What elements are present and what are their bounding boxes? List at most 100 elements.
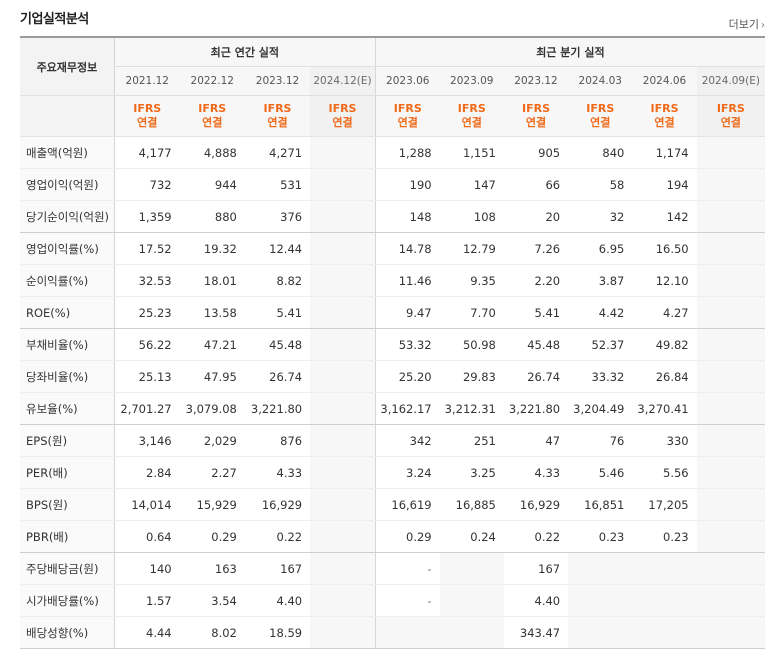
table-cell: 1,174 bbox=[632, 136, 697, 169]
table-cell: 26.74 bbox=[244, 360, 311, 393]
table-row: EPS(원) 3,146 2,029 876 342 251 47 76 330 bbox=[20, 424, 765, 457]
period-header: 2023.06 bbox=[374, 66, 440, 96]
row-label: 주당배당금(원) bbox=[20, 552, 115, 585]
table-cell bbox=[310, 456, 376, 489]
table-cell: 330 bbox=[632, 424, 697, 457]
table-cell: 45.48 bbox=[503, 328, 569, 361]
table-cell: 25.23 bbox=[114, 296, 180, 329]
table-cell bbox=[696, 264, 765, 297]
table-cell: 140 bbox=[114, 552, 180, 585]
table-cell: 1,359 bbox=[114, 200, 180, 233]
basis-consolidation: 연결 bbox=[654, 116, 675, 129]
row-label: BPS(원) bbox=[20, 488, 115, 521]
table-cell: 3.25 bbox=[439, 456, 504, 489]
annual-group-header: 최근 연간 실적 bbox=[114, 37, 376, 67]
period-header: 2023.12 bbox=[244, 66, 311, 96]
basis-consolidation: 연결 bbox=[461, 116, 482, 129]
table-cell bbox=[696, 232, 765, 265]
table-row: 당기순이익(억원) 1,359 880 376 148 108 20 32 142 bbox=[20, 200, 765, 233]
table-cell: 16.50 bbox=[632, 232, 697, 265]
table-cell: 4,888 bbox=[179, 136, 245, 169]
basis-standard: IFRS bbox=[328, 102, 357, 115]
table-cell: 3,212.31 bbox=[439, 392, 504, 425]
table-row: PBR(배) 0.64 0.29 0.22 0.29 0.24 0.22 0.23 0.23 bbox=[20, 520, 765, 553]
table-cell: 148 bbox=[374, 200, 440, 233]
table-cell: 26.84 bbox=[632, 360, 697, 393]
table-cell: 16,619 bbox=[374, 488, 440, 521]
table-cell bbox=[632, 616, 697, 649]
table-cell: 0.22 bbox=[244, 520, 311, 553]
table-cell: 18.59 bbox=[244, 616, 311, 649]
basis-standard: IFRS bbox=[586, 102, 615, 115]
basis-consolidation: 연결 bbox=[525, 116, 547, 129]
table-cell: 14,014 bbox=[114, 488, 180, 521]
table-cell: 4.42 bbox=[568, 296, 633, 329]
basis-label: IFRS 연결 bbox=[568, 95, 633, 137]
table-cell bbox=[568, 616, 633, 649]
table-cell: 76 bbox=[568, 424, 633, 457]
basis-standard: IFRS bbox=[133, 102, 162, 115]
table-cell: 732 bbox=[114, 168, 180, 201]
row-label: PER(배) bbox=[20, 456, 115, 489]
table-cell: 50.98 bbox=[439, 328, 504, 361]
table-cell: 3,204.49 bbox=[568, 392, 633, 425]
table-cell: - bbox=[374, 552, 440, 585]
table-cell: 45.48 bbox=[244, 328, 311, 361]
table-body: 매출액(억원) 4,177 4,888 4,271 1,288 1,151 905 840 1,… bbox=[20, 136, 765, 649]
basis-label: IFRS 연결 bbox=[439, 95, 504, 137]
table-cell bbox=[696, 392, 765, 425]
table-cell: 4.44 bbox=[114, 616, 180, 649]
section-title: 기업실적분석 bbox=[20, 12, 89, 27]
table-cell bbox=[310, 520, 376, 553]
table-cell: 5.56 bbox=[632, 456, 697, 489]
table-cell bbox=[696, 136, 765, 169]
table-cell bbox=[310, 392, 376, 425]
basis-label: IFRS 연결 bbox=[374, 95, 440, 137]
table-cell: 29.83 bbox=[439, 360, 504, 393]
period-header: 2024.12(E) bbox=[310, 66, 376, 96]
table-cell bbox=[310, 168, 376, 201]
table-cell: 0.24 bbox=[439, 520, 504, 553]
table-row: BPS(원) 14,014 15,929 16,929 16,619 16,885 16,9… bbox=[20, 488, 765, 521]
table-cell: 1,288 bbox=[374, 136, 440, 169]
table-row: 순이익률(%) 32.53 18.01 8.82 11.46 9.35 2.20 3.87 12… bbox=[20, 264, 765, 297]
basis-standard: IFRS bbox=[457, 102, 486, 115]
table-cell bbox=[374, 616, 440, 649]
basis-standard: IFRS bbox=[263, 102, 292, 115]
table-cell: 16,929 bbox=[503, 488, 569, 521]
row-label: 영업이익(억원) bbox=[20, 168, 115, 201]
basis-consolidation: 연결 bbox=[397, 116, 418, 129]
table-cell: 376 bbox=[244, 200, 311, 233]
table-cell: 26.74 bbox=[503, 360, 569, 393]
table-cell: 58 bbox=[568, 168, 633, 201]
table-cell bbox=[310, 328, 376, 361]
more-label: 더보기 bbox=[728, 18, 759, 31]
table-cell bbox=[696, 360, 765, 393]
table-cell bbox=[696, 424, 765, 457]
table-cell bbox=[696, 488, 765, 521]
table-row: 주당배당금(원) 140 163 167-167 bbox=[20, 552, 765, 585]
table-cell: 2.27 bbox=[179, 456, 245, 489]
row-label: 배당성향(%) bbox=[20, 616, 115, 649]
row-label: 당좌비율(%) bbox=[20, 360, 115, 393]
table-cell bbox=[696, 456, 765, 489]
table-cell bbox=[568, 552, 633, 585]
table-cell: 2,029 bbox=[179, 424, 245, 457]
table-cell: 4,177 bbox=[114, 136, 180, 169]
table-cell: 1.57 bbox=[114, 584, 180, 617]
quarter-group-header: 최근 분기 실적 bbox=[374, 37, 765, 67]
row-label: 순이익률(%) bbox=[20, 264, 115, 297]
table-cell: 13.58 bbox=[179, 296, 245, 329]
table-cell: 5.46 bbox=[568, 456, 633, 489]
table-cell bbox=[310, 136, 376, 169]
table-cell: 56.22 bbox=[114, 328, 180, 361]
more-link[interactable]: 더보기 › bbox=[729, 16, 765, 32]
row-label: 매출액(억원) bbox=[20, 136, 115, 169]
table-cell: 53.32 bbox=[374, 328, 440, 361]
table-cell: 17.52 bbox=[114, 232, 180, 265]
table-cell: 3,079.08 bbox=[179, 392, 245, 425]
table-row: 배당성향(%) 4.44 8.02 18.59 343.47 bbox=[20, 616, 765, 649]
table-cell bbox=[632, 584, 697, 617]
table-cell: 7.70 bbox=[439, 296, 504, 329]
table-cell: 905 bbox=[503, 136, 569, 169]
